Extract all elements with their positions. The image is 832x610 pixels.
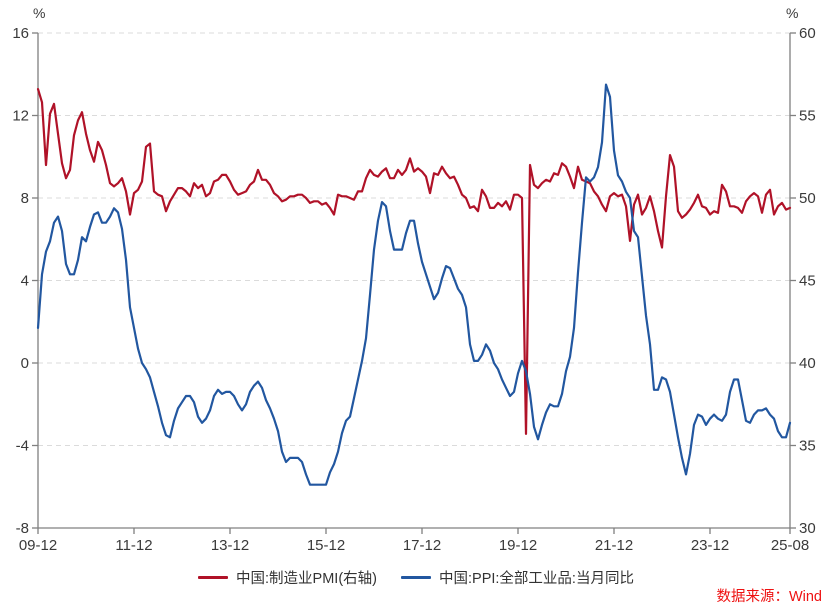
right-axis-tick-label: 50 bbox=[799, 190, 816, 207]
legend-item-pmi: 中国:制造业PMI(右轴) bbox=[198, 567, 377, 588]
ppi-line-swatch bbox=[401, 575, 431, 579]
left-axis-tick-label: 8 bbox=[21, 190, 29, 207]
ppi-series-line bbox=[36, 83, 792, 486]
x-axis-tick-label: 23-12 bbox=[691, 537, 729, 554]
right-axis-tick-label: 35 bbox=[799, 438, 816, 455]
right-axis-unit-label: % bbox=[786, 5, 799, 21]
x-axis-tick-label: 13-12 bbox=[211, 537, 249, 554]
x-axis-tick-label: 17-12 bbox=[403, 537, 441, 554]
legend-item-ppi: 中国:PPI:全部工业品:当月同比 bbox=[401, 567, 634, 588]
left-axis-tick-label: 0 bbox=[21, 355, 29, 372]
x-axis-tick-label: 19-12 bbox=[499, 537, 537, 554]
pmi-legend-label: 中国:制造业PMI(右轴) bbox=[236, 570, 377, 587]
x-axis-tick-label: 21-12 bbox=[595, 537, 633, 554]
pmi-series-line bbox=[36, 87, 792, 435]
pmi-line-swatch bbox=[198, 575, 229, 579]
left-axis-tick-label: 4 bbox=[21, 273, 29, 290]
left-axis-tick-label: 12 bbox=[12, 108, 29, 125]
data-source-note: 数据来源：Wind bbox=[716, 589, 822, 605]
x-axis-tick-label: 25-08 bbox=[771, 537, 809, 554]
right-axis-tick-label: 45 bbox=[799, 273, 816, 290]
right-axis-tick-label: 60 bbox=[799, 25, 816, 42]
right-axis-tick-label: 40 bbox=[799, 355, 816, 372]
left-axis-tick-label: -4 bbox=[16, 438, 29, 455]
ppi-legend-label: 中国:PPI:全部工业品:当月同比 bbox=[439, 570, 634, 587]
x-axis-tick-label: 09-12 bbox=[19, 537, 57, 554]
left-axis-tick-label: -8 bbox=[16, 520, 29, 537]
left-axis-unit-label: % bbox=[33, 5, 46, 21]
right-axis-tick-label: 55 bbox=[799, 108, 816, 125]
left-axis-tick-label: 16 bbox=[12, 25, 29, 42]
x-axis-tick-label: 11-12 bbox=[115, 537, 152, 554]
x-axis-tick-label: 15-12 bbox=[307, 537, 345, 554]
legend: 中国:制造业PMI(右轴) 中国:PPI:全部工业品:当月同比 bbox=[0, 567, 832, 587]
right-axis-tick-label: 30 bbox=[799, 520, 816, 537]
